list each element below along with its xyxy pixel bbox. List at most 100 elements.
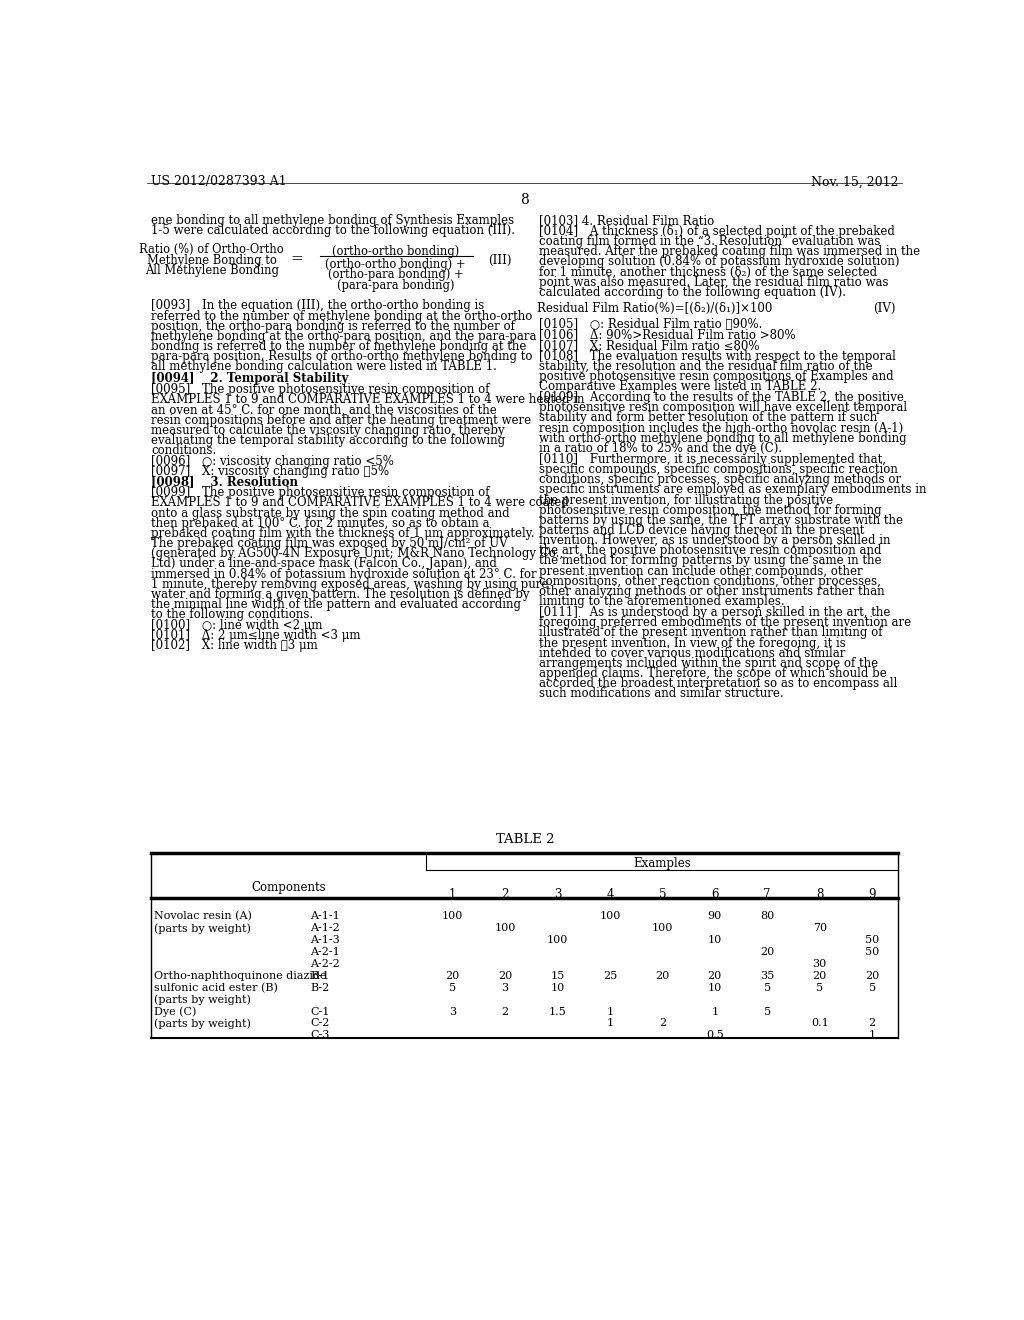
Text: 9: 9 <box>868 887 876 900</box>
Text: 5: 5 <box>658 887 667 900</box>
Text: patterns by using the same, the TFT array substrate with the: patterns by using the same, the TFT arra… <box>539 513 903 527</box>
Text: 7: 7 <box>764 887 771 900</box>
Text: 80: 80 <box>760 911 774 921</box>
Text: [0098]  3. Resolution: [0098] 3. Resolution <box>152 475 298 488</box>
Text: ene bonding to all methylene bonding of Synthesis Examples: ene bonding to all methylene bonding of … <box>152 214 514 227</box>
Text: appended claims. Therefore, the scope of which should be: appended claims. Therefore, the scope of… <box>539 667 887 680</box>
Text: (ortho-ortho bonding) +: (ortho-ortho bonding) + <box>325 259 466 271</box>
Text: (III): (III) <box>488 253 512 267</box>
Text: 4: 4 <box>606 887 613 900</box>
Text: accorded the broadest interpretation so as to encompass all: accorded the broadest interpretation so … <box>539 677 897 690</box>
Text: the present invention, for illustrating the positive: the present invention, for illustrating … <box>539 494 833 507</box>
Text: Dye (C): Dye (C) <box>155 1007 197 1018</box>
Text: then prebaked at 100° C. for 2 minutes, so as to obtain a: then prebaked at 100° C. for 2 minutes, … <box>152 516 489 529</box>
Text: stability and form better resolution of the pattern if such: stability and form better resolution of … <box>539 412 877 425</box>
Text: resin compositions before and after the heating treatment were: resin compositions before and after the … <box>152 413 531 426</box>
Text: 3: 3 <box>502 982 509 993</box>
Text: the present invention. In view of the foregoing, it is: the present invention. In view of the fo… <box>539 636 846 649</box>
Text: point was also measured. Later, the residual film ratio was: point was also measured. Later, the resi… <box>539 276 888 289</box>
Text: 70: 70 <box>813 923 826 933</box>
Text: [0104] A thickness (δ₁) of a selected point of the prebaked: [0104] A thickness (δ₁) of a selected po… <box>539 224 895 238</box>
Text: methylene bonding at the ortho-para position, and the para-para: methylene bonding at the ortho-para posi… <box>152 330 537 343</box>
Text: Residual Film Ratio(%)=[(δ₂)/(δ₁)]×100: Residual Film Ratio(%)=[(δ₂)/(δ₁)]×100 <box>538 302 773 315</box>
Text: 50: 50 <box>865 935 880 945</box>
Text: Ratio (%) of Ortho-Ortho: Ratio (%) of Ortho-Ortho <box>139 243 284 256</box>
Text: (parts by weight): (parts by weight) <box>155 1019 251 1030</box>
Text: Examples: Examples <box>634 857 691 870</box>
Text: 5: 5 <box>450 982 456 993</box>
Text: [0111] As is understood by a person skilled in the art, the: [0111] As is understood by a person skil… <box>539 606 890 619</box>
Text: intended to cover various modifications and similar: intended to cover various modifications … <box>539 647 845 660</box>
Text: invention. However, as is understood by a person skilled in: invention. However, as is understood by … <box>539 535 890 548</box>
Text: 10: 10 <box>708 935 722 945</box>
Text: =: = <box>291 252 303 267</box>
Text: 3: 3 <box>450 1007 456 1016</box>
Text: (parts by weight): (parts by weight) <box>155 923 251 933</box>
Text: 20: 20 <box>655 970 670 981</box>
Text: specific instruments are employed as exemplary embodiments in: specific instruments are employed as exe… <box>539 483 927 496</box>
Text: coating film formed in the “3. Resolution” evaluation was: coating film formed in the “3. Resolutio… <box>539 235 880 248</box>
Text: 90: 90 <box>708 911 722 921</box>
Text: with ortho-ortho methylene bonding to all methylene bonding: with ortho-ortho methylene bonding to al… <box>539 432 906 445</box>
Text: in a ratio of 18% to 25% and the dye (C).: in a ratio of 18% to 25% and the dye (C)… <box>539 442 782 455</box>
Text: 100: 100 <box>442 911 463 921</box>
Text: (ortho-ortho bonding): (ortho-ortho bonding) <box>332 246 459 257</box>
Text: conditions, specific processes, specific analyzing methods or: conditions, specific processes, specific… <box>539 473 901 486</box>
Text: A-1-2: A-1-2 <box>310 923 340 933</box>
Text: 5: 5 <box>868 982 876 993</box>
Text: 1: 1 <box>606 1019 613 1028</box>
Text: Methylene Bonding to: Methylene Bonding to <box>146 253 276 267</box>
Text: measured. After the prebaked coating film was immersed in the: measured. After the prebaked coating fil… <box>539 246 920 259</box>
Text: 20: 20 <box>760 946 774 957</box>
Text: 0.1: 0.1 <box>811 1019 828 1028</box>
Text: 1: 1 <box>606 1007 613 1016</box>
Text: 1: 1 <box>868 1031 876 1040</box>
Text: measured to calculate the viscosity changing ratio, thereby: measured to calculate the viscosity chan… <box>152 424 505 437</box>
Text: foregoing preferred embodiments of the present invention are: foregoing preferred embodiments of the p… <box>539 616 911 630</box>
Text: 1: 1 <box>449 887 457 900</box>
Text: 5: 5 <box>816 982 823 993</box>
Text: the method for forming patterns by using the same in the: the method for forming patterns by using… <box>539 554 882 568</box>
Text: patterns and LCD device having thereof in the present: patterns and LCD device having thereof i… <box>539 524 864 537</box>
Text: other analyzing methods or other instruments rather than: other analyzing methods or other instrum… <box>539 585 885 598</box>
Text: 5: 5 <box>764 1007 771 1016</box>
Text: 20: 20 <box>498 970 512 981</box>
Text: resin composition includes the high-ortho novolac resin (A-1): resin composition includes the high-orth… <box>539 421 903 434</box>
Text: (ortho-para bonding) +: (ortho-para bonding) + <box>328 268 463 281</box>
Text: conditions.: conditions. <box>152 444 216 457</box>
Text: [0099] The positive photosensitive resin composition of: [0099] The positive photosensitive resin… <box>152 486 489 499</box>
Text: Comparative Examples were listed in TABLE 2.: Comparative Examples were listed in TABL… <box>539 380 821 393</box>
Text: 50: 50 <box>865 946 880 957</box>
Text: developing solution (0.84% of potassium hydroxide solution): developing solution (0.84% of potassium … <box>539 255 899 268</box>
Text: 2: 2 <box>868 1019 876 1028</box>
Text: evaluating the temporal stability according to the following: evaluating the temporal stability accord… <box>152 434 506 447</box>
Text: the minimal line width of the pattern and evaluated according: the minimal line width of the pattern an… <box>152 598 521 611</box>
Text: The prebaked coating film was exposed by 50 mJ/cm² of UV: The prebaked coating film was exposed by… <box>152 537 508 550</box>
Text: 35: 35 <box>760 970 774 981</box>
Text: [0102] X: line width ≧3 μm: [0102] X: line width ≧3 μm <box>152 639 318 652</box>
Text: 0.5: 0.5 <box>706 1031 724 1040</box>
Text: all methylene bonding calculation were listed in TABLE 1.: all methylene bonding calculation were l… <box>152 360 497 374</box>
Text: photosensitive resin composition will have excellent temporal: photosensitive resin composition will ha… <box>539 401 907 414</box>
Text: A-2-2: A-2-2 <box>310 958 340 969</box>
Text: [0105] ○: Residual Film ratio ≧90%.: [0105] ○: Residual Film ratio ≧90%. <box>539 318 762 331</box>
Text: Components: Components <box>252 882 326 895</box>
Text: 20: 20 <box>813 970 826 981</box>
Text: 6: 6 <box>711 887 719 900</box>
Text: an oven at 45° C. for one month, and the viscosities of the: an oven at 45° C. for one month, and the… <box>152 404 497 416</box>
Text: A-1-1: A-1-1 <box>310 911 340 921</box>
Text: sulfonic acid ester (B): sulfonic acid ester (B) <box>155 982 279 993</box>
Text: B-1: B-1 <box>310 970 330 981</box>
Text: (para-para bonding): (para-para bonding) <box>337 279 454 292</box>
Text: 10: 10 <box>550 982 564 993</box>
Text: bonding is referred to the number of methylene bonding at the: bonding is referred to the number of met… <box>152 341 526 354</box>
Text: specific compounds, specific compositions, specific reaction: specific compounds, specific composition… <box>539 463 898 477</box>
Text: [0096] ○: viscosity changing ratio <5%: [0096] ○: viscosity changing ratio <5% <box>152 455 394 469</box>
Text: TABLE 2: TABLE 2 <box>496 833 554 846</box>
Text: prebaked coating film with the thickness of 1 μm approximately.: prebaked coating film with the thickness… <box>152 527 535 540</box>
Text: 15: 15 <box>550 970 564 981</box>
Text: 1 minute, thereby removing exposed areas, washing by using pure: 1 minute, thereby removing exposed areas… <box>152 578 549 591</box>
Text: 100: 100 <box>651 923 673 933</box>
Text: 20: 20 <box>865 970 880 981</box>
Text: B-2: B-2 <box>310 982 330 993</box>
